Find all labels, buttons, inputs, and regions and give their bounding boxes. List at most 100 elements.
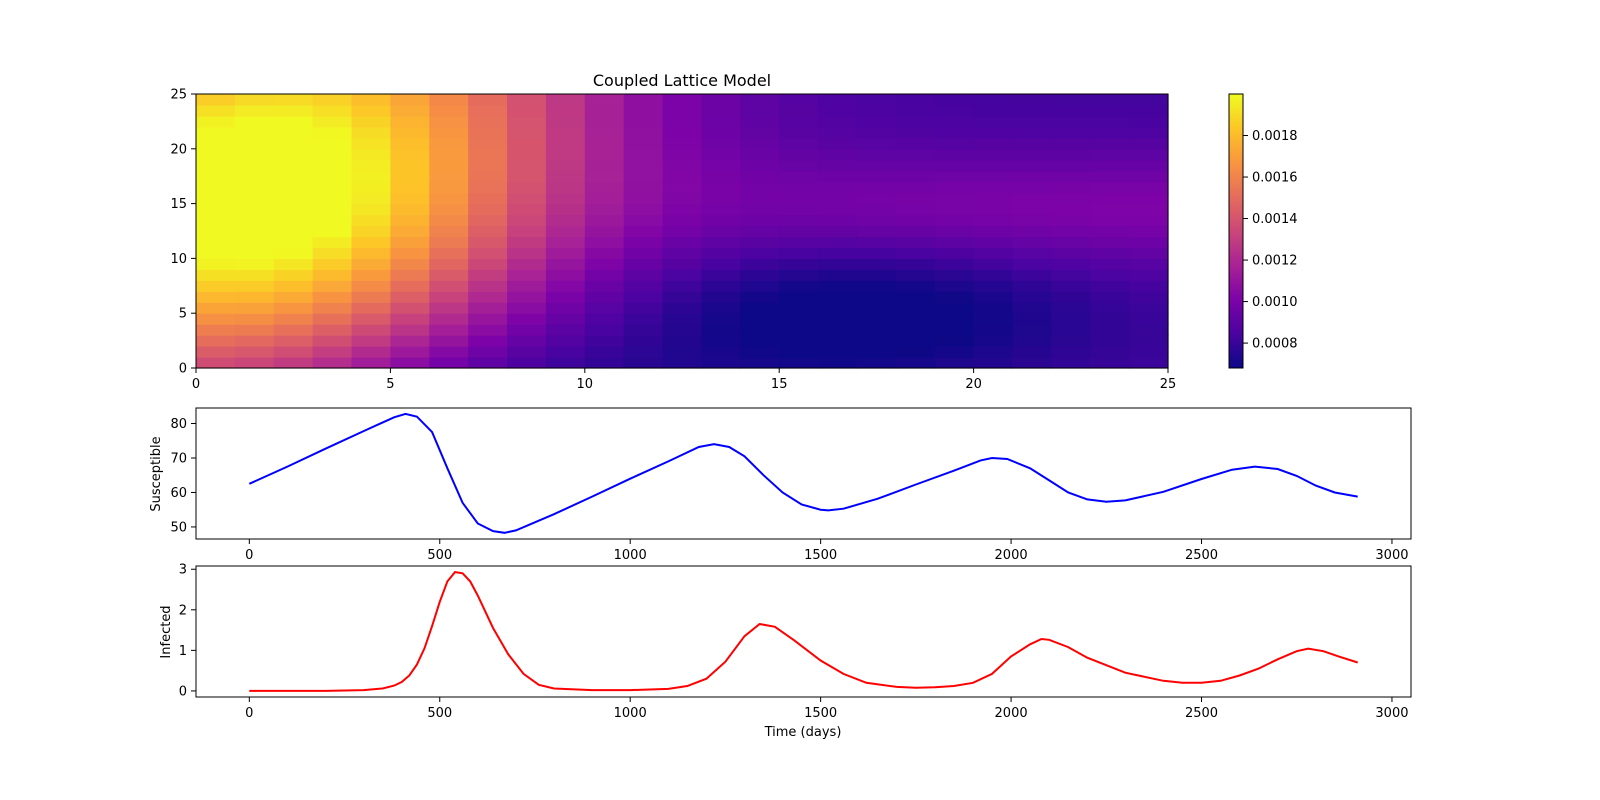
colorbar-step — [1229, 170, 1243, 174]
colorbar-step — [1229, 310, 1243, 314]
heatmap-cell — [351, 280, 391, 292]
heatmap-cell — [1012, 269, 1052, 281]
heatmap-cell — [662, 313, 703, 325]
heatmap-cell — [662, 335, 703, 347]
heatmap-cell — [662, 258, 703, 270]
heatmap-cell — [779, 258, 819, 270]
colorbar-step — [1229, 187, 1243, 191]
heatmap-y-axis: 0 5 10 15 20 25 — [170, 88, 196, 377]
heatmap-cell — [856, 324, 897, 336]
colorbar-step — [1229, 209, 1243, 213]
heatmap-cell — [701, 115, 741, 128]
heatmap-cell — [351, 214, 391, 227]
colorbar-step — [1229, 324, 1243, 328]
colorbar-step — [1229, 181, 1243, 185]
colorbar-step — [1229, 357, 1243, 361]
y-tick-label: 1 — [179, 644, 187, 659]
heatmap-cell — [779, 148, 819, 161]
heatmap-cell — [662, 357, 703, 369]
heatmap-cell — [234, 280, 275, 292]
heatmap-cell — [740, 302, 780, 314]
x-tick-label: 2500 — [1185, 706, 1218, 721]
colorbar-step — [1229, 272, 1243, 276]
chart-title: Coupled Lattice Model — [593, 71, 771, 90]
heatmap-cell — [429, 302, 469, 314]
heatmap-cell — [1129, 313, 1169, 325]
heatmap-cell — [973, 236, 1014, 249]
heatmap-cell — [1051, 148, 1091, 161]
heatmap-cell — [234, 181, 275, 194]
heatmap-cell — [312, 302, 353, 314]
colorbar-step — [1229, 302, 1243, 306]
heatmap-cell — [973, 280, 1014, 292]
heatmap-cell — [196, 280, 236, 292]
heatmap-cells — [196, 94, 1169, 369]
heatmap-cell — [429, 247, 469, 259]
heatmap-cell — [1129, 126, 1169, 139]
x-tick-label: 500 — [427, 706, 452, 721]
heatmap-cell — [779, 269, 819, 281]
colorbar-step — [1229, 214, 1243, 218]
heatmap-cell — [818, 203, 858, 216]
heatmap-cell — [507, 269, 547, 281]
heatmap-cell — [273, 181, 314, 194]
heatmap-cell — [351, 236, 391, 249]
heatmap-cell — [273, 247, 314, 259]
heatmap-cell — [701, 247, 741, 259]
heatmap-cell — [584, 324, 625, 336]
heatmap-cell — [312, 357, 353, 369]
heatmap-cell — [895, 247, 936, 259]
heatmap-cell — [856, 214, 897, 227]
heatmap-cell — [740, 181, 780, 194]
heatmap-cell — [196, 236, 236, 249]
heatmap-cell — [1012, 335, 1052, 347]
heatmap-cell — [234, 115, 275, 128]
heatmap-cell — [1012, 170, 1052, 183]
heatmap-cell — [545, 313, 586, 325]
heatmap-cell — [934, 269, 975, 281]
heatmap-cell — [934, 280, 975, 292]
x-tick-label: 2500 — [1185, 548, 1218, 563]
heatmap-cell — [1129, 181, 1169, 194]
heatmap-cell — [662, 225, 703, 238]
colorbar-step — [1229, 228, 1243, 232]
heatmap-cell — [390, 203, 430, 216]
heatmap-cell — [1051, 170, 1091, 183]
heatmap-cell — [1090, 104, 1130, 117]
heatmap-cell — [1090, 214, 1130, 227]
heatmap-cell — [468, 181, 508, 194]
heatmap-cell — [701, 269, 741, 281]
heatmap-cell — [234, 148, 275, 161]
heatmap-cell — [895, 313, 936, 325]
heatmap-cell — [390, 225, 430, 238]
heatmap-cell — [390, 94, 430, 106]
x-tick-label: 0 — [245, 548, 253, 563]
heatmap-cell — [468, 192, 508, 205]
heatmap-cell — [196, 94, 236, 106]
heatmap-cell — [390, 346, 430, 358]
heatmap-cell — [429, 236, 469, 249]
heatmap-cell — [196, 170, 236, 183]
heatmap-cell — [1090, 335, 1130, 347]
heatmap-cell — [701, 137, 741, 150]
heatmap-cell — [196, 302, 236, 314]
heatmap-cell — [1051, 346, 1091, 358]
heatmap-cell — [390, 313, 430, 325]
heatmap-cell — [1051, 247, 1091, 259]
heatmap-cell — [1012, 291, 1052, 303]
x-tick-label: 10 — [577, 377, 594, 392]
heatmap-cell — [662, 192, 703, 205]
heatmap-cell — [623, 192, 664, 205]
heatmap-cell — [196, 346, 236, 358]
heatmap-cell — [390, 269, 430, 281]
x-tick-label: 3000 — [1375, 706, 1408, 721]
heatmap-cell — [545, 269, 586, 281]
heatmap-cell — [351, 137, 391, 150]
heatmap-cell — [429, 148, 469, 161]
colorbar-step — [1229, 294, 1243, 298]
heatmap-cell — [1012, 126, 1052, 139]
colorbar-step — [1229, 313, 1243, 317]
heatmap-cell — [1012, 214, 1052, 227]
colorbar-step — [1229, 236, 1243, 240]
heatmap-cell — [662, 104, 703, 117]
